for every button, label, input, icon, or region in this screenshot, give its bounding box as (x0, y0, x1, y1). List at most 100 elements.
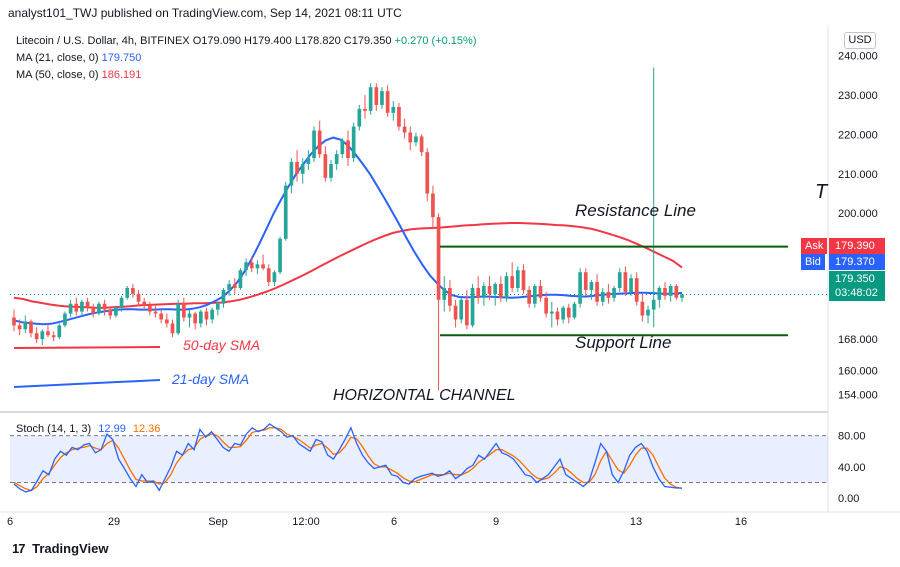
candle-body (640, 301, 645, 316)
price-tick-label: 154.000 (838, 389, 878, 401)
candle-body (255, 264, 260, 269)
candle-body (323, 154, 328, 178)
time-tick-label: 6 (7, 516, 13, 528)
candle-body (448, 287, 452, 306)
candle-body (312, 130, 316, 159)
candle-body (442, 287, 447, 300)
candle-body (431, 193, 435, 218)
ohlc-values: O179.090 H179.400 L178.820 C179.350 (192, 35, 392, 47)
sma21-annotation: 21-day SMA (171, 371, 249, 387)
candle-body (436, 217, 441, 300)
time-tick-label: 9 (493, 516, 499, 528)
candle-body (572, 303, 577, 318)
candle-body (544, 297, 548, 314)
candle-body (261, 264, 265, 269)
candle-body (425, 152, 430, 194)
price-tick-label: 220.000 (838, 129, 878, 141)
ask-price-tag: 179.390 (829, 238, 885, 254)
ma21-value: 179.750 (101, 52, 142, 64)
candle-body (363, 108, 367, 111)
price-chart: Resistance Line Support Line HORIZONTAL CH… (0, 26, 900, 528)
candle-body (295, 162, 299, 174)
ma50-line (13, 222, 683, 309)
overlay-layer: Resistance Line Support Line HORIZONTAL CH… (13, 181, 829, 404)
candle-body (657, 287, 662, 300)
support-annotation: Support Line (575, 333, 671, 352)
price-tick-label: 160.000 (838, 366, 878, 378)
candle-body (119, 297, 124, 308)
candle-body (29, 321, 33, 334)
candle-body (198, 311, 203, 324)
candle-body (617, 272, 622, 288)
price-tick-label: 168.000 (838, 334, 878, 346)
candle-body (159, 313, 164, 320)
cut-letter-annotation: T (815, 181, 829, 203)
price-tick-label: 240.000 (838, 51, 878, 63)
candle-body (249, 262, 254, 269)
price-tick-label: 230.000 (838, 90, 878, 102)
candle-body (612, 287, 616, 298)
currency-selector[interactable]: USD (844, 32, 876, 49)
bar-countdown: 03:48:02 (835, 287, 878, 299)
time-tick-label: 13 (630, 516, 642, 528)
candle-body (408, 132, 413, 143)
candle-body (391, 106, 396, 113)
sma50-legend-bar (13, 346, 161, 349)
candle-body (68, 303, 73, 314)
candle-body (23, 321, 28, 330)
stoch-k-line (13, 423, 682, 493)
stoch-tick-label: 40.00 (838, 462, 866, 474)
candle-body (521, 270, 526, 290)
candle-body (148, 305, 152, 312)
candle-body (538, 286, 543, 298)
time-tick-label: 6 (391, 516, 397, 528)
candle-body (634, 278, 639, 302)
candle-body (606, 291, 611, 298)
price-tick-label: 210.000 (838, 169, 878, 181)
candle-body (385, 91, 390, 113)
bid-price-tag: 179.370 (829, 254, 885, 270)
candle-body (34, 333, 39, 340)
candle-body (102, 303, 107, 310)
candle-body (595, 282, 599, 302)
candle-body (12, 317, 16, 326)
candle-body (193, 313, 197, 324)
candle-body (380, 91, 384, 105)
ma50-value: 186.191 (101, 69, 142, 81)
brand-name: TradingView (32, 541, 109, 556)
sma21-legend-bar (13, 379, 161, 388)
candle-body (374, 87, 379, 105)
candle-body (80, 301, 84, 312)
candle-body (583, 272, 588, 290)
candle-body (91, 307, 96, 314)
candle-body (300, 163, 305, 174)
stoch-overbought-oversold-band (10, 435, 828, 483)
candle-body (278, 238, 282, 273)
candle-body (266, 268, 271, 283)
candle-body (663, 287, 667, 296)
candle-body (629, 278, 633, 292)
candle-body (459, 299, 464, 320)
candle-body (40, 331, 45, 340)
candle-body (414, 136, 418, 143)
time-tick-label: 16 (735, 516, 747, 528)
candle-body (108, 309, 113, 316)
candle-body (85, 301, 90, 308)
candle-body (57, 325, 62, 338)
candle-body (674, 286, 679, 298)
stoch-k-value: 12.99 (98, 423, 126, 435)
candle-body (351, 126, 356, 159)
candle-body (493, 284, 498, 294)
candle-body (487, 286, 492, 294)
tradingview-footer[interactable]: 17 TradingView (12, 541, 108, 556)
candle-body (46, 331, 50, 336)
candle-body (181, 303, 186, 318)
candle-body (549, 311, 554, 314)
stoch-label: Stoch (14, 1, 3) (16, 423, 92, 435)
candle-body (131, 287, 135, 294)
candle-body (555, 311, 560, 320)
stoch-band (10, 435, 828, 484)
stoch-tick-label: 0.00 (838, 493, 859, 505)
symbol-label: Litecoin / U.S. Dollar, 4h, BITFINEX (16, 35, 190, 47)
candle-body (334, 154, 339, 164)
